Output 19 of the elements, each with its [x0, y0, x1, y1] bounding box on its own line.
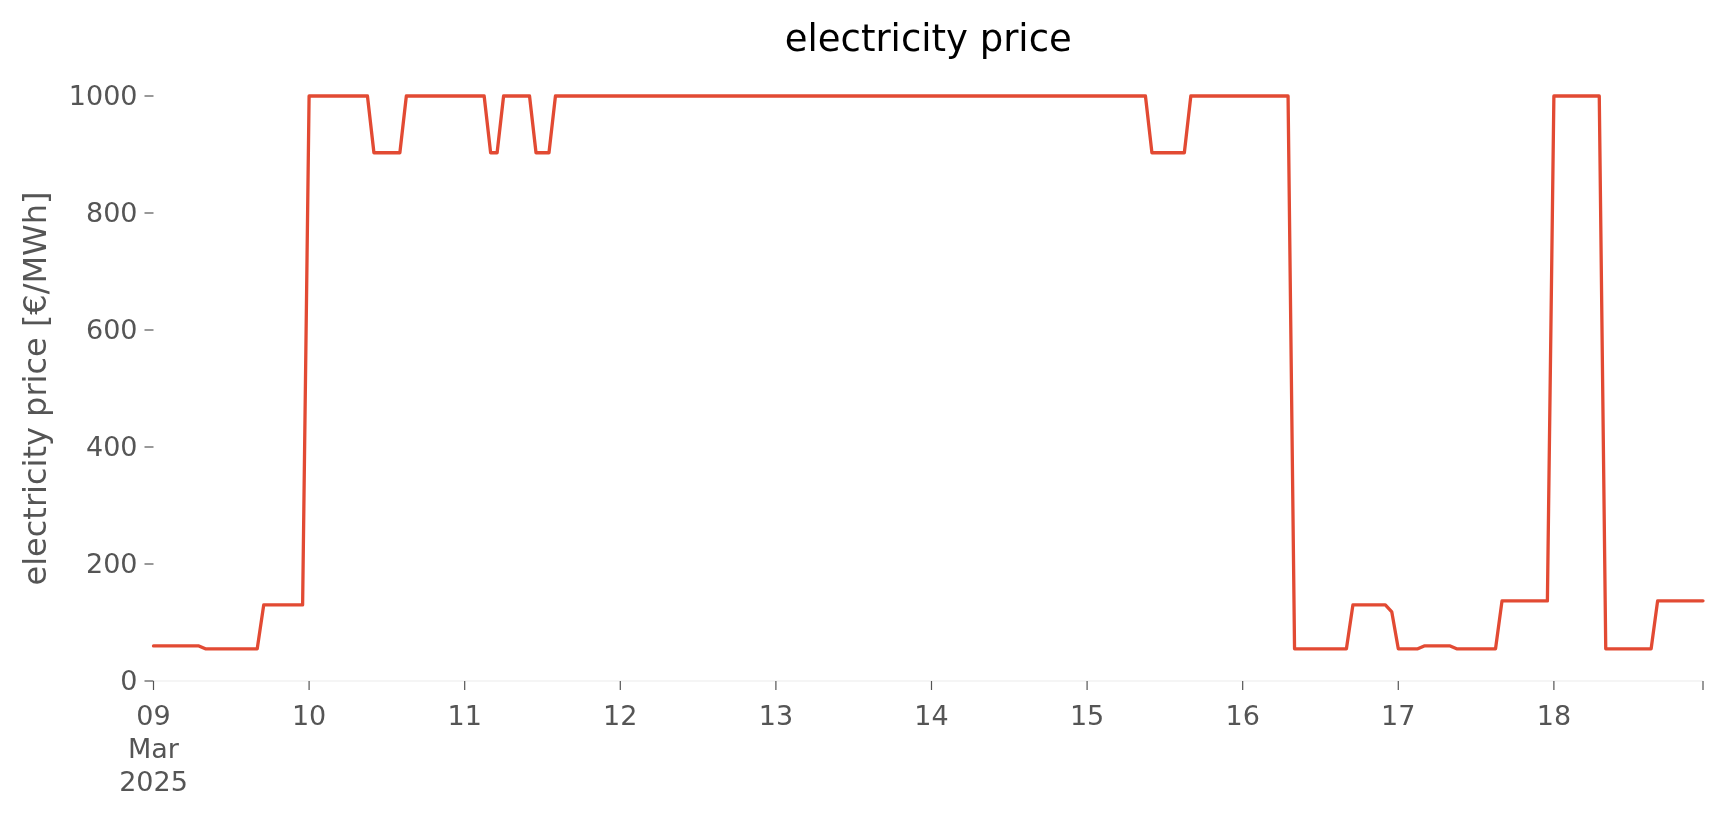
- y-tick-label: 600: [85, 314, 138, 346]
- y-tick-label: 1000: [68, 80, 138, 112]
- y-tick-label: 400: [85, 431, 138, 463]
- chart-title: electricity price: [784, 17, 1072, 60]
- x-tick-label: 14: [914, 700, 949, 731]
- x-tick-label: 13: [758, 700, 794, 731]
- x-tick-label: 15: [1069, 700, 1105, 731]
- y-tick-label: 0: [120, 665, 138, 697]
- x-tick-label: 17: [1381, 700, 1416, 731]
- y-axis-title: electricity price [€/MWh]: [16, 191, 54, 586]
- x-tick-label: 09 Mar 2025: [119, 700, 188, 797]
- line-series: [151, 94, 1705, 651]
- x-tick-label: 11: [447, 700, 482, 731]
- x-tick-label: 16: [1225, 700, 1260, 731]
- y-tick-label: 800: [85, 197, 138, 229]
- x-tick-label: 12: [603, 700, 638, 731]
- x-tick-label: 10: [291, 700, 327, 731]
- y-tick-label: 200: [85, 548, 138, 580]
- x-tick-label: 18: [1536, 700, 1572, 731]
